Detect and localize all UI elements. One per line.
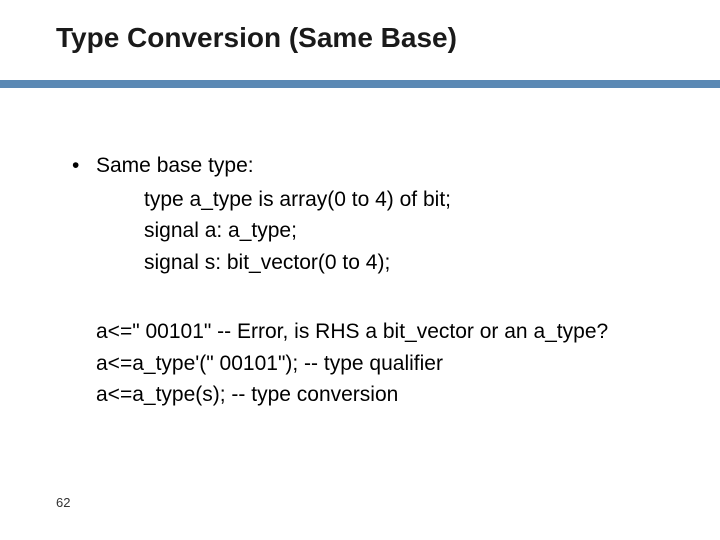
code-line: a<=" 00101" -- Error, is RHS a bit_vecto… xyxy=(96,316,680,348)
bullet-lead-text: Same base type: xyxy=(96,150,680,182)
bullet-item: • Same base type: xyxy=(72,150,680,182)
title-underline-rule xyxy=(0,80,720,88)
code-line: signal s: bit_vector(0 to 4); xyxy=(144,247,680,279)
slide-title: Type Conversion (Same Base) xyxy=(56,22,457,54)
code-line: a<=a_type'(" 00101"); -- type qualifier xyxy=(96,348,680,380)
code-line: a<=a_type(s); -- type conversion xyxy=(96,379,680,411)
bullet-marker: • xyxy=(72,150,96,182)
code-line: signal a: a_type; xyxy=(144,215,680,247)
code-line: type a_type is array(0 to 4) of bit; xyxy=(144,184,680,216)
slide-body: • Same base type: type a_type is array(0… xyxy=(72,150,680,411)
page-number: 62 xyxy=(56,495,70,510)
example-block: a<=" 00101" -- Error, is RHS a bit_vecto… xyxy=(96,316,680,411)
